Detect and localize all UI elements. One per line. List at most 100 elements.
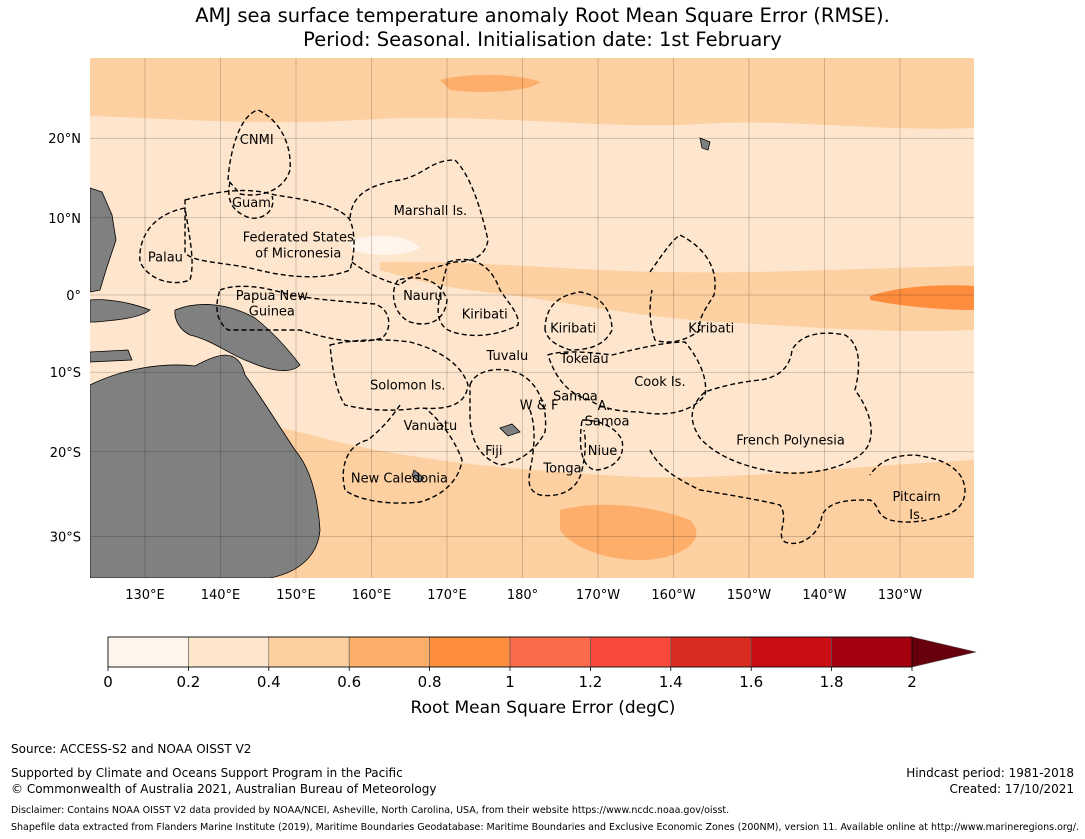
colorbar-segment xyxy=(107,636,189,668)
eez-boundaries xyxy=(139,109,966,545)
graticule xyxy=(90,58,974,578)
colorbar-tick-label: 2 xyxy=(907,673,917,691)
lon-tick-label: 170°E xyxy=(427,588,467,603)
region-label: Fiji xyxy=(485,444,502,459)
region-label: Samoa xyxy=(553,390,598,405)
colorbar-tick-label: 1.2 xyxy=(578,673,602,691)
fiji-land xyxy=(499,423,521,437)
region-label: of Micronesia xyxy=(255,247,341,262)
colorbar-segment xyxy=(750,636,832,668)
lat-tick-label: 10°N xyxy=(48,212,81,227)
colorbar-tick-label: 1.8 xyxy=(820,673,844,691)
region-label: Guam xyxy=(232,196,271,211)
region-label: Papua New xyxy=(236,289,309,304)
colorbar-segment xyxy=(590,636,672,668)
lon-tick-label: 160°W xyxy=(651,588,695,603)
colorbar: 0 0.2 0.4 0.6 0.8 1 1.2 1.4 1.6 1.8 2 Root Mean Squ… xyxy=(103,636,977,718)
lon-tick-label: 180° xyxy=(507,588,538,603)
philippines-land xyxy=(90,187,117,293)
lon-tick-label: 170°W xyxy=(576,588,620,603)
colorbar-segment xyxy=(509,636,591,668)
region-label: Marshall Is. xyxy=(394,204,468,219)
colorbar-tick-label: 1 xyxy=(505,673,515,691)
rmse-equatorial-tongue xyxy=(870,285,974,310)
title-line-2: Period: Seasonal. Initialisation date: 1… xyxy=(303,28,782,51)
new-guinea-land xyxy=(174,304,301,371)
longitude-axis: 130°E 140°E 150°E 160°E 170°E 180° 170°W 160°W 1… xyxy=(125,588,922,603)
source-text: Source: ACCESS-S2 and NOAA OISST V2 xyxy=(11,742,252,756)
hindcast-text: Hindcast period: 1981-2018 xyxy=(906,766,1074,780)
hawaii-land xyxy=(699,137,711,151)
lesser-sunda-land xyxy=(90,349,133,363)
colorbar-tick-label: 0 xyxy=(103,673,113,691)
colorbar-tick-label: 0.4 xyxy=(257,673,281,691)
colorbar-extend-arrow xyxy=(911,636,977,668)
colorbar-segment xyxy=(268,636,350,668)
region-label: Nauru xyxy=(403,289,443,304)
lat-tick-label: 10°S xyxy=(50,366,81,381)
region-label: Kiribati xyxy=(688,321,734,336)
colorbar-segment xyxy=(670,636,752,668)
region-label: W & F xyxy=(520,398,559,413)
lat-tick-label: 30°S xyxy=(50,531,81,546)
title-line-1: AMJ sea surface temperature anomaly Root… xyxy=(195,4,890,27)
lon-tick-label: 150°E xyxy=(276,588,316,603)
lon-tick-label: 140°E xyxy=(201,588,241,603)
region-label: Tokelau xyxy=(559,352,609,367)
australia-land xyxy=(90,354,321,578)
disclaimer-text: Disclaimer: Contains NOAA OISST V2 data … xyxy=(11,805,730,816)
new-caledonia-land xyxy=(411,469,425,483)
lat-tick-label: 0° xyxy=(66,289,81,304)
region-labels: CNMI Guam Marshall Is. Federated States of M… xyxy=(148,133,941,523)
map-title: AMJ sea surface temperature anomaly Root… xyxy=(0,4,1085,52)
rmse-band-equatorial xyxy=(380,261,974,332)
rmse-patch-low xyxy=(350,235,420,255)
colorbar-segment xyxy=(348,636,430,668)
lon-tick-label: 150°W xyxy=(727,588,771,603)
lon-tick-label: 160°E xyxy=(352,588,392,603)
region-label: Kiribati xyxy=(550,321,596,336)
supported-text: Supported by Climate and Oceans Support … xyxy=(11,766,403,780)
region-label: Kiribati xyxy=(462,307,508,322)
region-label: Pitcairn xyxy=(892,490,940,505)
colorbar-tick-label: 1.4 xyxy=(659,673,683,691)
lon-tick-label: 140°W xyxy=(802,588,846,603)
colorbar-tick-label: 0.8 xyxy=(418,673,442,691)
rmse-patch-south xyxy=(560,504,697,560)
region-label: A. xyxy=(598,399,611,414)
region-label: Vanuatu xyxy=(404,419,458,434)
region-label: Palau xyxy=(148,251,183,266)
region-label: Tonga xyxy=(542,461,581,476)
region-label: Niue xyxy=(588,444,618,459)
region-label: French Polynesia xyxy=(736,434,845,449)
copyright-text: © Commonwealth of Australia 2021, Austra… xyxy=(11,782,437,796)
region-label: CNMI xyxy=(240,133,274,148)
indonesia-land xyxy=(90,299,151,323)
region-label: Is. xyxy=(909,508,924,523)
colorbar-segment xyxy=(429,636,511,668)
region-label: Tuvalu xyxy=(486,349,529,364)
region-label: Cook Is. xyxy=(634,375,685,390)
map-area: CNMI Guam Marshall Is. Federated States of M… xyxy=(90,58,974,578)
lat-tick-label: 20°S xyxy=(50,446,81,461)
colorbar-tick-label: 0.2 xyxy=(176,673,200,691)
region-label: Samoa xyxy=(585,414,630,429)
region-label: Guinea xyxy=(249,304,295,319)
lon-tick-label: 130°W xyxy=(878,588,922,603)
lat-tick-label: 20°N xyxy=(48,132,81,147)
region-label: Federated States xyxy=(243,230,354,245)
rmse-patch-north xyxy=(440,74,540,92)
created-text: Created: 17/10/2021 xyxy=(949,782,1074,796)
colorbar-segment xyxy=(831,636,913,668)
colorbar-tick-label: 0.6 xyxy=(337,673,361,691)
colorbar-segment xyxy=(188,636,270,668)
region-label: New Caledonia xyxy=(351,471,448,486)
rmse-band-north xyxy=(90,58,974,129)
lon-tick-label: 130°E xyxy=(125,588,165,603)
latitude-axis: 20°N 10°N 0° 10°S 20°S 30°S xyxy=(48,132,81,546)
colorbar-tick-label: 1.6 xyxy=(739,673,763,691)
colorbar-label: Root Mean Square Error (degC) xyxy=(411,698,676,718)
region-label: Solomon Is. xyxy=(370,379,446,394)
shapefile-text: Shapefile data extracted from Flanders M… xyxy=(11,822,1079,833)
